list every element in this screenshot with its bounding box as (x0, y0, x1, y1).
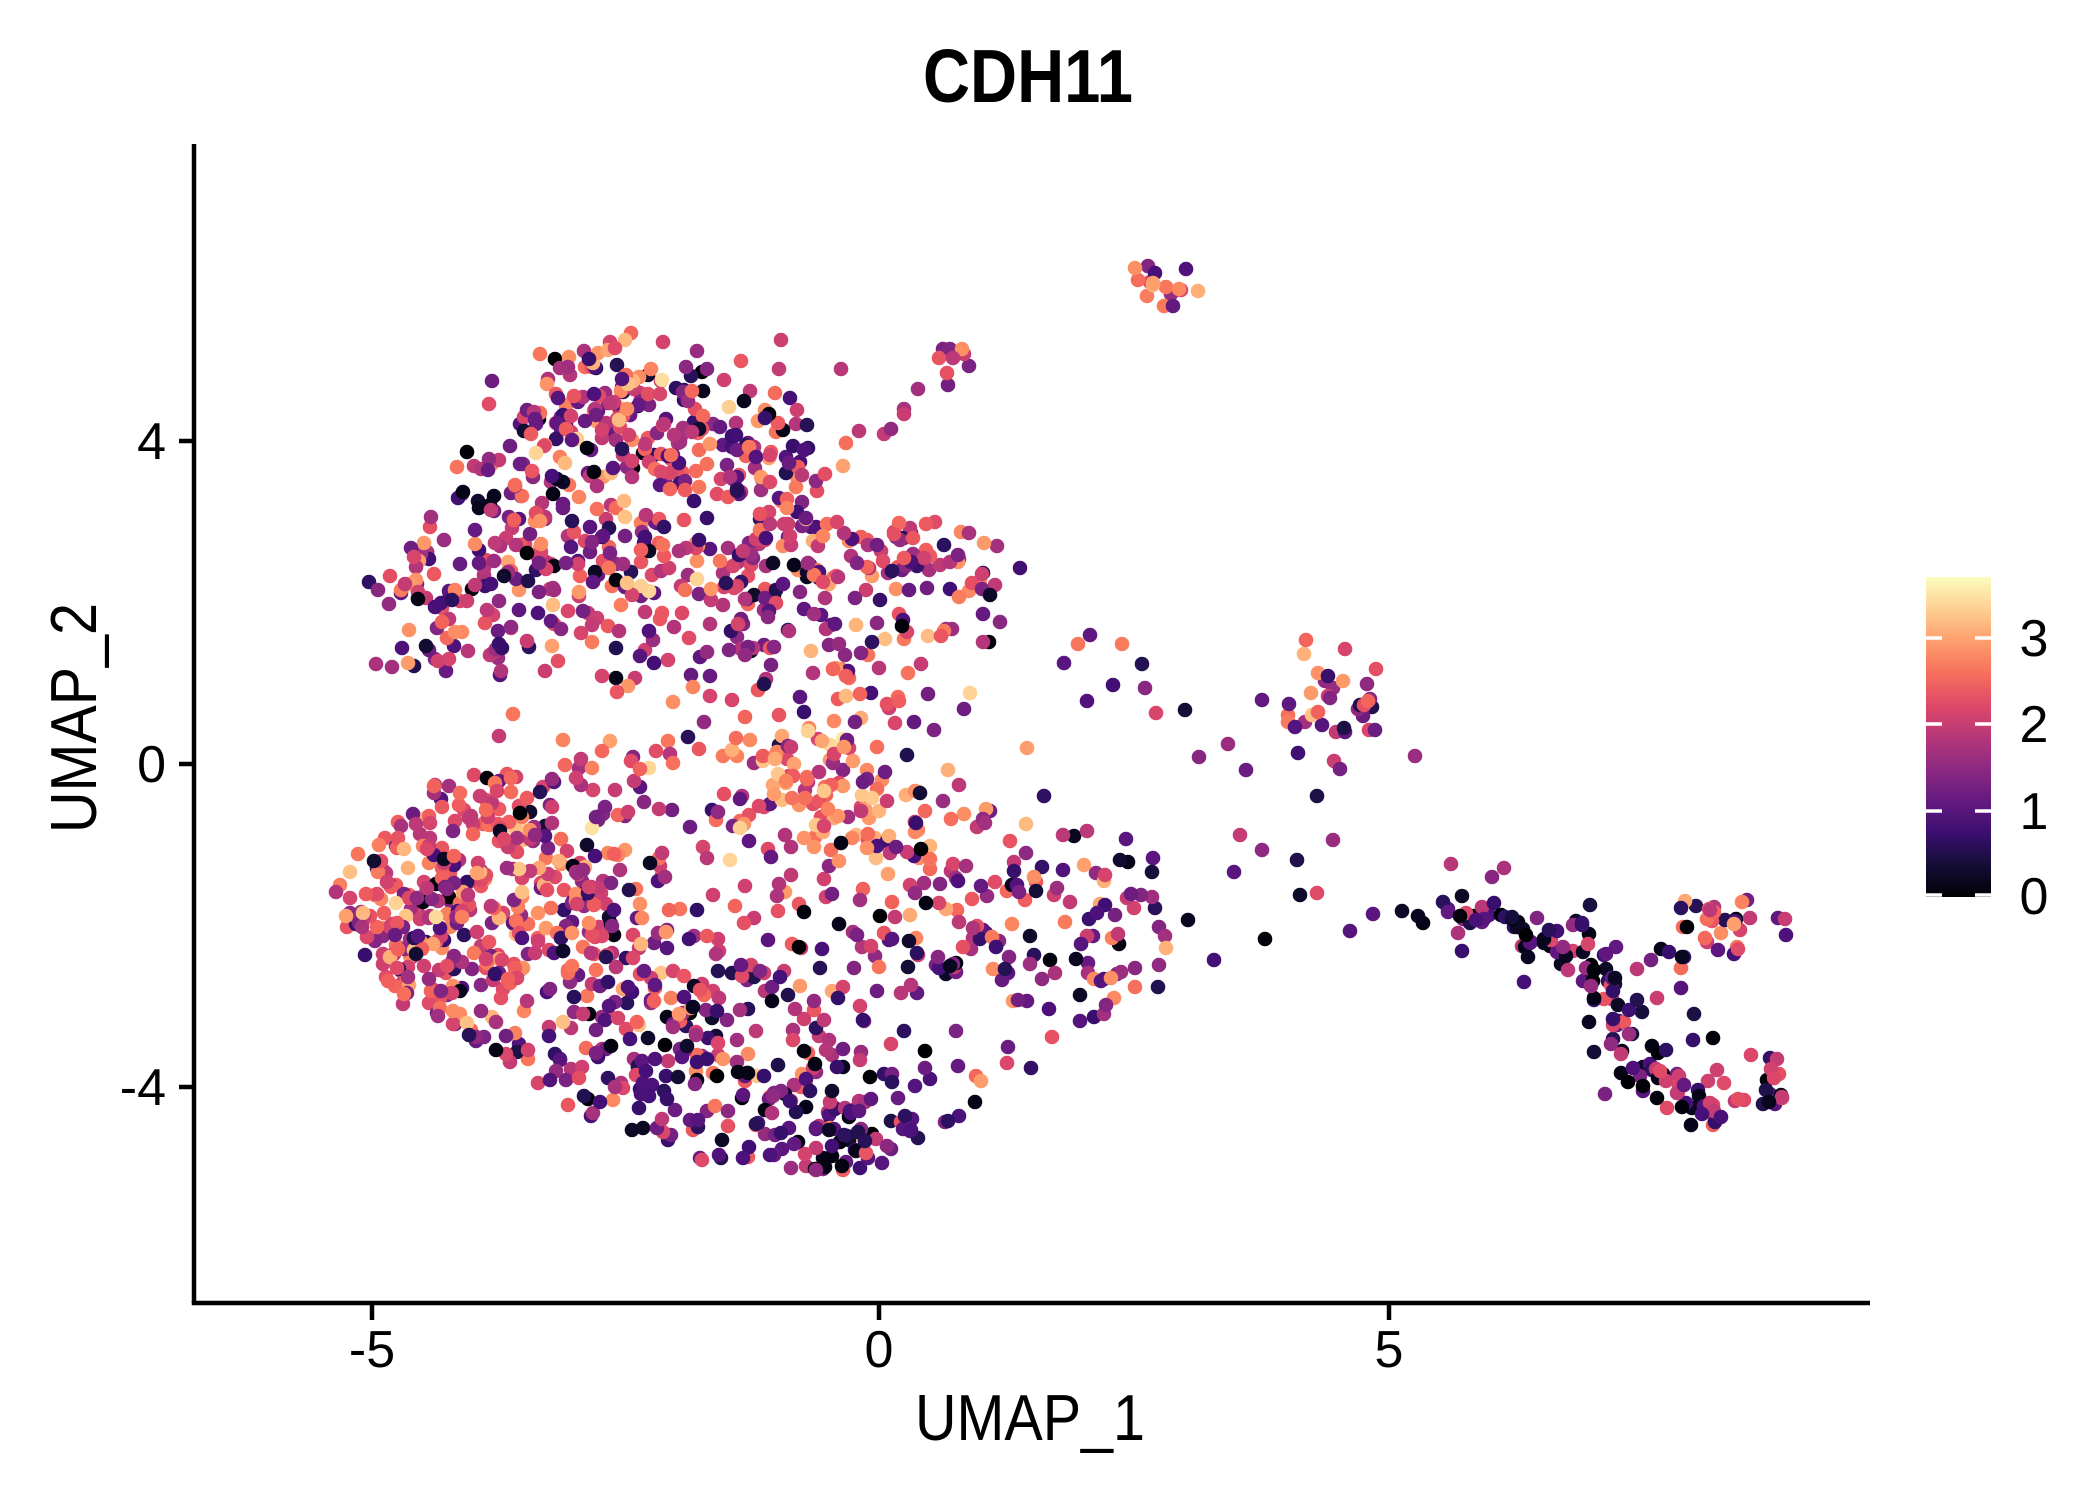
svg-text:0: 0 (137, 736, 166, 794)
svg-text:UMAP_1: UMAP_1 (915, 1381, 1145, 1454)
svg-text:-4: -4 (120, 1059, 166, 1117)
svg-text:0: 0 (2020, 868, 2049, 926)
svg-text:2: 2 (2020, 696, 2049, 754)
svg-text:-5: -5 (349, 1321, 395, 1379)
svg-text:3: 3 (2020, 610, 2049, 668)
svg-text:4: 4 (137, 413, 166, 471)
svg-text:1: 1 (2020, 783, 2049, 841)
svg-text:CDH11: CDH11 (923, 34, 1133, 118)
svg-text:UMAP_2: UMAP_2 (37, 603, 110, 833)
svg-text:5: 5 (1375, 1321, 1404, 1379)
svg-text:0: 0 (865, 1321, 894, 1379)
